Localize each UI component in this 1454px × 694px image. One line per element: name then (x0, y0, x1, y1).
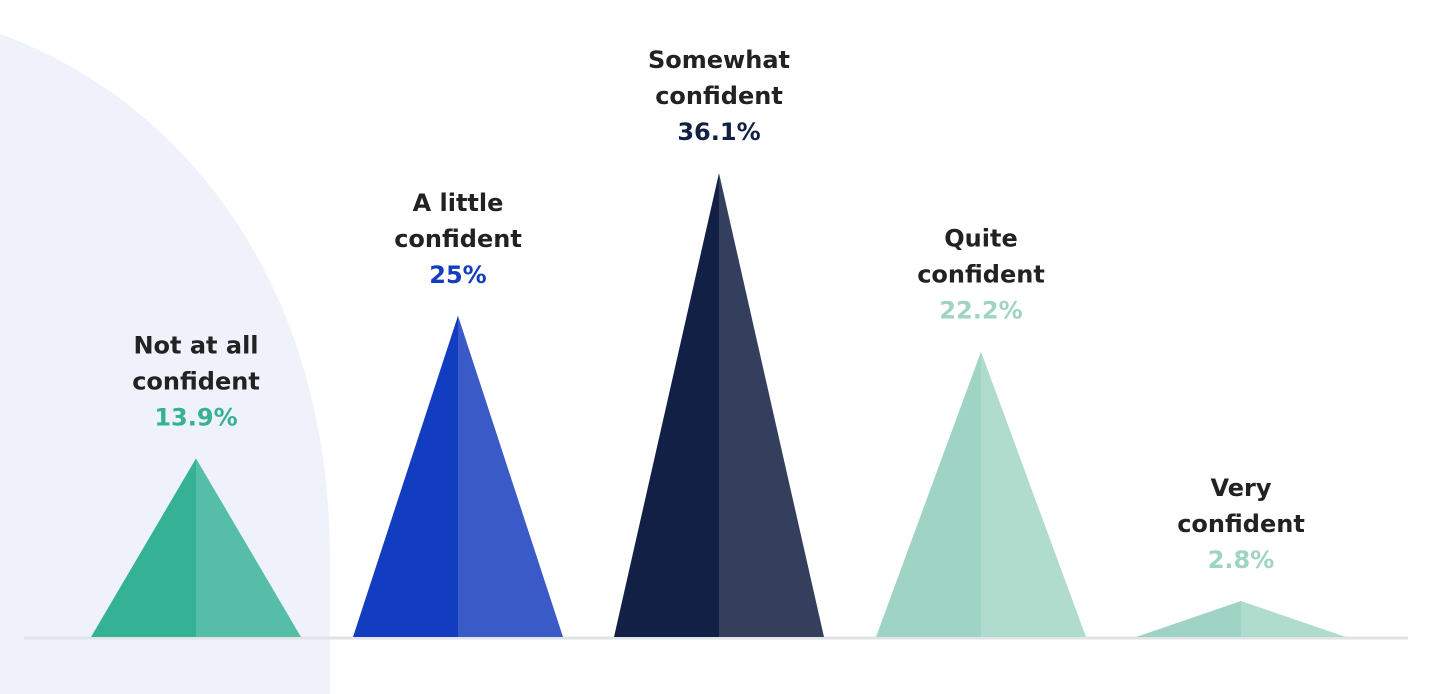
bar-triangle-right (196, 458, 301, 637)
bar-group: 22.2% Quite confident (876, 225, 1086, 637)
bar-triangle-right (458, 315, 563, 637)
data-label: 25% (429, 261, 486, 289)
bar-group: 25% A little confident (353, 189, 563, 637)
category-label: Not at all (133, 331, 258, 359)
category-label: confident (394, 225, 522, 253)
category-label: confident (1177, 510, 1305, 538)
bar-triangle-right (719, 173, 824, 638)
bar-triangle-right (981, 351, 1086, 637)
bar-triangle-left (353, 315, 458, 637)
bar-group: 2.8% Very confident (1136, 474, 1346, 637)
bar-triangle-left (91, 458, 196, 637)
data-label: 2.8% (1208, 546, 1275, 574)
category-label: Quite (944, 225, 1017, 253)
bar-triangle-left (876, 351, 981, 637)
bar-triangle-left (614, 173, 719, 638)
background-shape (0, 34, 330, 694)
data-label: 13.9% (154, 403, 237, 431)
data-label: 36.1% (677, 118, 760, 146)
category-label: A little (413, 189, 504, 217)
bar-triangle-right (1241, 601, 1346, 637)
data-label: 22.2% (939, 297, 1022, 325)
category-label: Very (1210, 474, 1271, 502)
bar-group: 13.9% Not at all confident (91, 331, 301, 637)
category-label: confident (655, 82, 783, 110)
category-label: confident (132, 367, 260, 395)
chart-marks: 13.9% Not at all confident 25% A little confi… (91, 46, 1346, 638)
bar-group: 36.1% Somewhat confident (614, 46, 824, 638)
bar-triangle-left (1136, 601, 1241, 637)
category-label: Somewhat (648, 46, 790, 74)
category-label: confident (917, 261, 1045, 289)
